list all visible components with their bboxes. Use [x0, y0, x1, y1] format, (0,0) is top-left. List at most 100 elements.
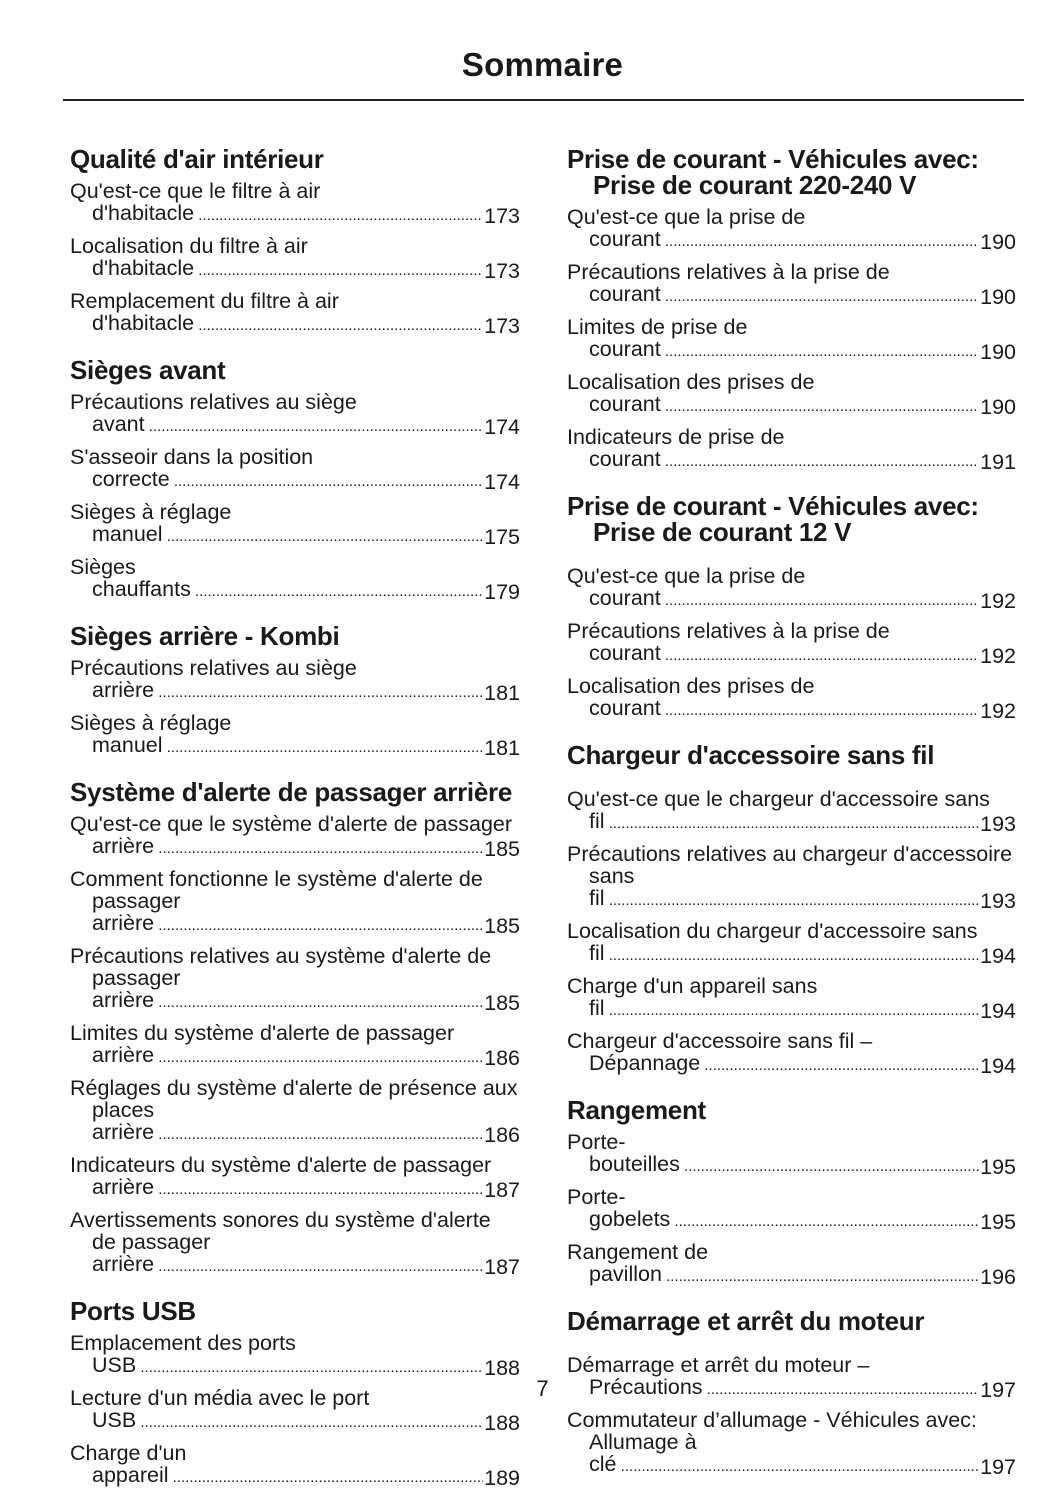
entry-title: Limites du système d'alerte de passager … [70, 1022, 520, 1067]
entry-page-number: 196 [979, 1265, 1016, 1288]
toc-entry[interactable]: Emplacement des ports USB188 [70, 1332, 520, 1379]
toc-entry[interactable]: Porte-gobelets195 [567, 1186, 1016, 1233]
entry-title: Sièges à réglage manuel [70, 501, 520, 546]
toc-entry[interactable]: Comment fonctionne le système d'alerte d… [70, 868, 520, 937]
toc-entry[interactable]: Remplacement du filtre à air d'habitacle… [70, 290, 520, 337]
section-heading: Prise de courant - Véhicules avec: Prise… [567, 144, 979, 200]
entry-title: Sièges à réglage manuel [70, 712, 520, 757]
entry-title: S'asseoir dans la position correcte [70, 446, 520, 491]
entry-title: Précautions relatives au système d'alert… [70, 945, 520, 1012]
toc-entry[interactable]: Porte-bouteilles195 [567, 1131, 1016, 1178]
entry-page-number: 189 [483, 1466, 520, 1489]
entry-title: Qu'est-ce que la prise de courant [567, 565, 1016, 610]
toc-entry[interactable]: Qu'est-ce que le filtre à air d'habitacl… [70, 180, 520, 227]
toc-entry[interactable]: Précautions relatives au siège avant174 [70, 391, 520, 438]
toc-entry[interactable]: Lecture d'un média avec le port USB188 [70, 1387, 520, 1434]
toc-entry[interactable]: Chargeur d'accessoire sans fil – Dépanna… [567, 1030, 1016, 1077]
toc-entry[interactable]: Précautions relatives au chargeur d'acce… [567, 843, 1016, 912]
toc-entry[interactable]: Localisation du filtre à air d'habitacle… [70, 235, 520, 282]
entry-page-number: 191 [979, 450, 1016, 473]
entry-page-number: 190 [979, 285, 1016, 308]
entry-page-number: 192 [979, 589, 1016, 612]
entry-title: Précautions relatives au chargeur d'acce… [567, 843, 1016, 910]
toc-section: RangementPorte-bouteilles195Porte-gobele… [567, 1097, 1016, 1288]
entry-page-number: 190 [979, 395, 1016, 418]
entry-page-number: 192 [979, 699, 1016, 722]
entry-title: Remplacement du filtre à air d'habitacle [70, 290, 520, 335]
toc-entry[interactable]: Localisation du chargeur d'accessoire sa… [567, 920, 1016, 967]
toc-entry[interactable]: Précautions relatives à la prise de cour… [567, 620, 1016, 667]
toc-section: Prise de courant - Véhicules avec: Prise… [567, 146, 1016, 473]
entry-page-number: 186 [483, 1046, 520, 1069]
entry-title: Qu'est-ce que le chargeur d'accessoire s… [567, 788, 1016, 833]
section-heading: Sièges avant [70, 355, 226, 385]
entry-page-number: 195 [979, 1210, 1016, 1233]
entry-title: Chargeur d'accessoire sans fil – Dépanna… [567, 1030, 1016, 1075]
entry-page-number: 185 [483, 837, 520, 860]
toc-entry[interactable]: Limites de prise de courant190 [567, 316, 1016, 363]
entry-page-number: 173 [483, 259, 520, 282]
toc-section: Système d'alerte de passager arrière Qu'e… [70, 779, 520, 1278]
entry-title: Rangement de pavillon [567, 1241, 1016, 1286]
entry-title: Porte-bouteilles [567, 1131, 1016, 1176]
entry-page-number: 193 [979, 812, 1016, 835]
toc-entry[interactable]: Qu'est-ce que le chargeur d'accessoire s… [567, 788, 1016, 835]
section-heading: Prise de courant - Véhicules avec: Prise… [567, 491, 979, 547]
toc-entry[interactable]: Réglages du système d'alerte de présence… [70, 1077, 520, 1146]
entry-page-number: 187 [483, 1255, 520, 1278]
entry-title: Avertissements sonores du système d'aler… [70, 1209, 520, 1276]
entry-page-number: 190 [979, 340, 1016, 363]
entry-page-number: 175 [483, 525, 520, 548]
toc-entry[interactable]: Sièges à réglage manuel175 [70, 501, 520, 548]
entry-page-number: 193 [979, 889, 1016, 912]
toc-entry[interactable]: Qu'est-ce que la prise de courant192 [567, 565, 1016, 612]
entry-title: Précautions relatives au siège arrière [70, 657, 520, 702]
toc-section: Prise de courant - Véhicules avec: Prise… [567, 493, 1016, 722]
toc-entry[interactable]: Charge d'un appareil189 [70, 1442, 520, 1489]
toc-entry[interactable]: Rangement de pavillon196 [567, 1241, 1016, 1288]
toc-entry[interactable]: Localisation des prises de courant190 [567, 371, 1016, 418]
entry-title: Localisation du chargeur d'accessoire sa… [567, 920, 1016, 965]
toc-entry[interactable]: Qu'est-ce que la prise de courant190 [567, 206, 1016, 253]
toc-entry[interactable]: Charge d'un appareil sans fil194 [567, 975, 1016, 1022]
entry-title: Qu'est-ce que le système d'alerte de pas… [70, 813, 520, 858]
entry-page-number: 187 [483, 1178, 520, 1201]
entry-title: Réglages du système d'alerte de présence… [70, 1077, 520, 1144]
toc-entry[interactable]: Qu'est-ce que le système d'alerte de pas… [70, 813, 520, 860]
entry-page-number: 186 [483, 1123, 520, 1146]
entry-page-number: 185 [483, 991, 520, 1014]
toc-section: Sièges arrière - Kombi Précautions relati… [70, 623, 520, 759]
toc-entry[interactable]: Précautions relatives au siège arrière18… [70, 657, 520, 704]
toc-entry[interactable]: Indicateurs du système d'alerte de passa… [70, 1154, 520, 1201]
entry-title: Charge d'un appareil [70, 1442, 520, 1487]
toc-entry[interactable]: Sièges à réglage manuel181 [70, 712, 520, 759]
section-heading: Démarrage et arrêt du moteur [567, 1306, 925, 1336]
toc-right-column: Prise de courant - Véhicules avec: Prise… [567, 146, 1016, 1498]
entry-title: Indicateurs du système d'alerte de passa… [70, 1154, 520, 1199]
entry-title: Qu'est-ce que le filtre à air d'habitacl… [70, 180, 520, 225]
toc-entry[interactable]: Indicateurs de prise de courant191 [567, 426, 1016, 473]
toc-entry[interactable]: Précautions relatives au système d'alert… [70, 945, 520, 1014]
entry-title: Indicateurs de prise de courant [567, 426, 1016, 471]
toc-entry[interactable]: Commutateur d’allumage - Véhicules avec:… [567, 1409, 1016, 1478]
entry-page-number: 181 [483, 736, 520, 759]
section-heading: Chargeur d'accessoire sans fil [567, 740, 935, 770]
entry-title: Commutateur d’allumage - Véhicules avec:… [567, 1409, 1016, 1476]
entry-title: Qu'est-ce que la prise de courant [567, 206, 1016, 251]
entry-title: Limites de prise de courant [567, 316, 1016, 361]
section-heading: Rangement [567, 1095, 706, 1125]
toc-entry[interactable]: Démarrage et arrêt du moteur – Précautio… [567, 1354, 1016, 1401]
entry-page-number: 188 [483, 1356, 520, 1379]
toc-entry[interactable]: Précautions relatives à la prise de cour… [567, 261, 1016, 308]
toc-entry[interactable]: Sièges chauffants179 [70, 556, 520, 603]
toc-entry[interactable]: Limites du système d'alerte de passager … [70, 1022, 520, 1069]
entry-page-number: 197 [979, 1455, 1016, 1478]
entry-title: Précautions relatives à la prise de cour… [567, 620, 1016, 665]
toc-entry[interactable]: Localisation des prises de courant192 [567, 675, 1016, 722]
toc-entry[interactable]: Avertissements sonores du système d'aler… [70, 1209, 520, 1278]
entry-page-number: 181 [483, 681, 520, 704]
page-title: Sommaire [461, 46, 624, 83]
entry-page-number: 194 [979, 999, 1016, 1022]
page-number: 7 [536, 1376, 549, 1401]
toc-entry[interactable]: S'asseoir dans la position correcte174 [70, 446, 520, 493]
